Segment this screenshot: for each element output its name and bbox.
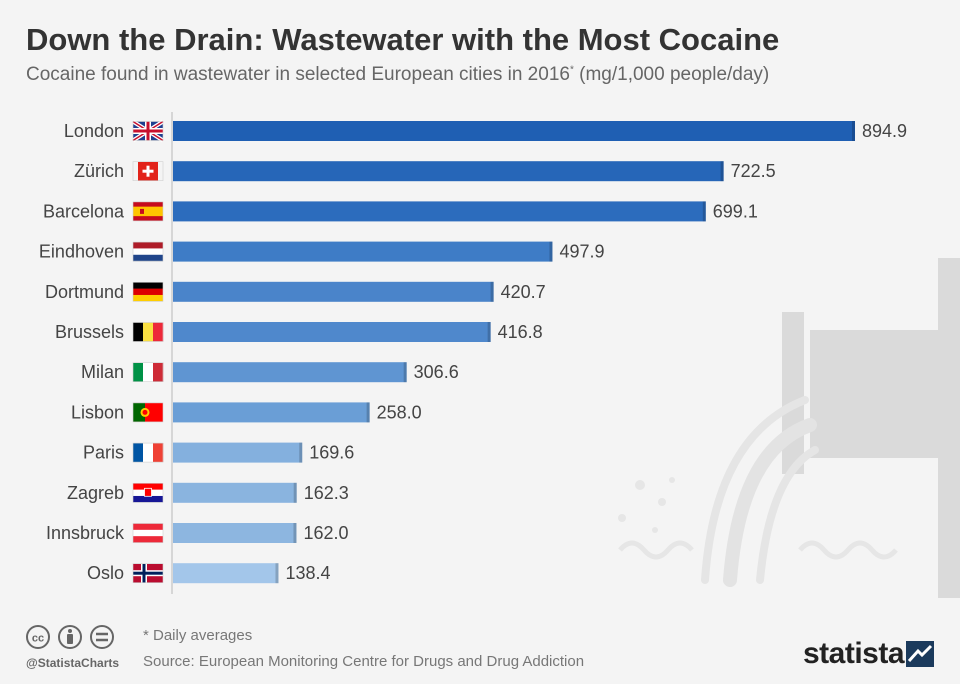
cc-icon: cc [26,625,50,649]
category-label: Oslo [87,563,124,583]
bar-shadow [490,281,494,302]
france-flag-icon [132,442,164,463]
pipe-illustration [618,258,960,598]
bar-row: Eindhoven 497.9 [39,241,604,262]
bar-row: Lisbon 258.0 [71,402,422,423]
bar-row: Innsbruck 162.0 [46,523,349,543]
category-label: London [64,121,124,141]
value-label: 138.4 [285,563,330,583]
bar-shadow [852,121,855,141]
belgium-flag-icon [132,322,164,342]
subtitle-footnote-mark: * [569,64,574,76]
category-label: Dortmund [45,282,124,302]
bar [173,442,303,463]
bar-shadow [403,362,407,383]
value-label: 722.5 [731,161,776,181]
value-label: 169.6 [309,443,354,463]
bar-row: Zagreb 162.3 [67,482,349,503]
bar-row: Oslo 138.4 [87,563,331,584]
social-handle: @StatistaCharts [26,656,120,670]
croatia-flag-icon [132,482,164,503]
footnote: * Daily averages [143,627,253,644]
bar [173,523,297,543]
svg-text:cc: cc [32,633,44,645]
bar-shadow [366,402,370,423]
value-label: 306.6 [414,362,459,382]
value-label: 497.9 [559,242,604,262]
austria-flag-icon [132,523,164,543]
value-label: 894.9 [862,121,907,141]
category-label: Innsbruck [46,523,125,543]
value-label: 162.3 [304,483,349,503]
uk-flag-icon [131,119,165,143]
category-label: Brussels [55,322,124,342]
brand-logo[interactable]: statista [803,637,905,670]
italy-flag-icon [132,362,164,383]
source-note: Source: European Monitoring Centre for D… [143,653,585,670]
category-label: Eindhoven [39,242,124,262]
bar-shadow [293,523,297,543]
portugal-flag-icon [132,402,164,423]
bar [173,402,370,423]
category-label: Milan [81,362,124,382]
bar-shadow [487,322,491,342]
value-label: 162.0 [303,523,348,543]
category-label: Zürich [74,161,124,181]
bar-shadow [720,161,724,182]
bar [173,161,724,182]
bar-shadow [275,563,279,584]
chart-title: Down the Drain: Wastewater with the Most… [26,22,780,57]
bar-shadow [299,442,303,463]
subtitle-unit: (mg/1,000 people/day) [579,64,770,85]
category-label: Lisbon [71,402,124,422]
bar [173,482,297,503]
category-label: Barcelona [43,201,125,221]
bar [173,281,494,302]
value-label: 420.7 [501,282,546,302]
bar-row: Dortmund 420.7 [45,281,546,302]
bar [173,563,279,584]
bar-row: Milan 306.6 [81,362,459,383]
value-label: 699.1 [713,201,758,221]
value-label: 416.8 [498,322,543,342]
value-label: 258.0 [377,402,422,422]
bar [173,362,407,383]
bar-shadow [702,201,706,222]
bar-row: London 894.9 [64,119,907,143]
bar-row: Paris 169.6 [83,442,354,463]
bar [173,201,706,222]
norway-flag-icon [132,563,164,584]
category-label: Zagreb [67,483,124,503]
bar-shadow [549,241,553,262]
netherlands-flag-icon [132,241,164,262]
bar-shadow [293,482,297,503]
chart-subtitle: Cocaine found in wastewater in selected … [26,64,769,86]
germany-flag-icon [132,281,164,302]
attribution-icon [58,625,82,649]
bar [173,241,553,262]
category-label: Paris [83,443,124,463]
subtitle-text: Cocaine found in wastewater in selected … [26,64,570,85]
bar [173,121,855,141]
bars-group: London 894.9 Zürich 722.5 Barcelona 699.1 Eind… [39,119,907,584]
bar-row: Barcelona 699.1 [43,201,758,222]
switzerland-flag-icon [132,161,164,181]
statista-logo-icon [906,641,934,667]
bar [173,322,491,342]
bar-row: Zürich 722.5 [74,161,776,182]
bar-row: Brussels 416.8 [55,322,543,342]
license-icons: cc [24,622,124,657]
no-derivatives-icon [90,625,114,649]
spain-flag-icon [132,201,164,222]
